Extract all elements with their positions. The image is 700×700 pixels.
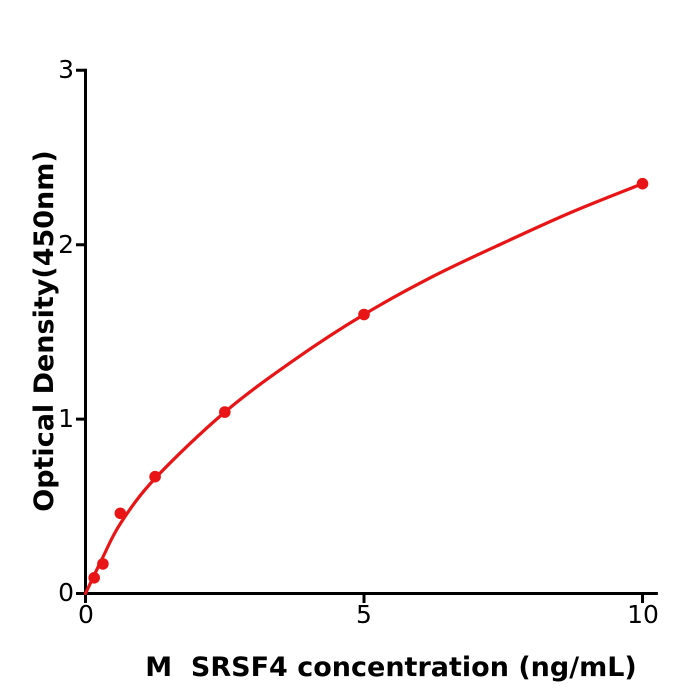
x-tick-label-10: 10 (627, 600, 659, 629)
data-point (114, 507, 127, 520)
data-point-markers (88, 177, 649, 584)
x-axis-title: M SRSF4 concentration (ng/mL) (145, 652, 637, 683)
y-tick-label-0: 0 (58, 578, 74, 607)
fit-curve-line (83, 182, 645, 596)
data-point (88, 572, 100, 584)
y-tick-label-2: 2 (58, 230, 74, 259)
axis-spines (84, 68, 658, 595)
data-point (97, 558, 109, 570)
data-point (149, 470, 161, 483)
data-point (636, 177, 649, 190)
y-tick-label-1: 1 (58, 404, 74, 433)
y-axis-title: Optical Density(450nm) (29, 150, 60, 512)
data-point (358, 308, 370, 321)
y-tick-label-3: 3 (58, 55, 74, 84)
x-tick-label-0: 0 (78, 600, 94, 629)
axis-tick-marks (76, 68, 644, 603)
data-point (219, 406, 231, 418)
x-tick-label-5: 5 (356, 600, 372, 629)
